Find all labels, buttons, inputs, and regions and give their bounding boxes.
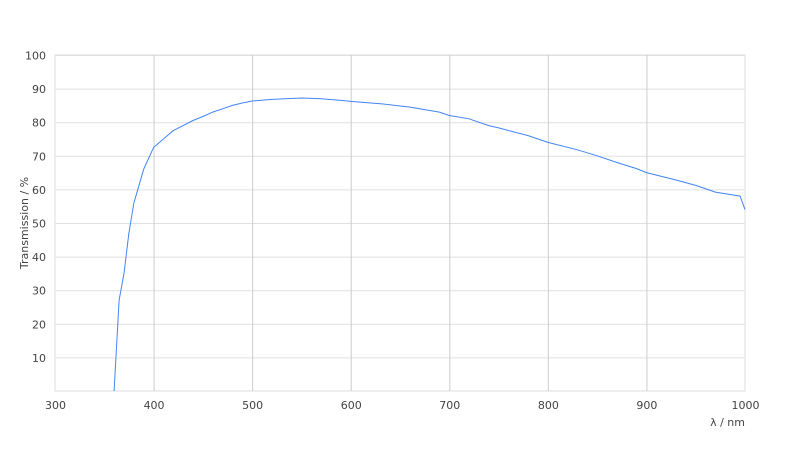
tick-labels: 10 20 30 40 50 60 70 80 90 100 300 400 500 600 700 800 9… bbox=[25, 50, 760, 413]
y-tick-label: 60 bbox=[32, 184, 46, 197]
grid bbox=[54, 54, 746, 392]
y-tick-label: 10 bbox=[32, 352, 46, 365]
x-tick-label: 500 bbox=[242, 399, 263, 412]
x-tick-label: 300 bbox=[45, 399, 66, 412]
x-tick-label: 700 bbox=[439, 399, 460, 412]
y-tick-label: 20 bbox=[32, 318, 46, 331]
y-tick-label: 80 bbox=[32, 117, 46, 130]
y-tick-label: 70 bbox=[32, 150, 46, 163]
x-axis-label: λ / nm bbox=[710, 416, 745, 429]
y-tick-label: 30 bbox=[32, 285, 46, 298]
series-line bbox=[113, 97, 746, 392]
y-tick-label: 90 bbox=[32, 83, 46, 96]
x-tick-label: 800 bbox=[538, 399, 559, 412]
x-tick-label: 1000 bbox=[732, 399, 760, 412]
x-tick-label: 600 bbox=[341, 399, 362, 412]
y-tick-label: 40 bbox=[32, 251, 46, 264]
y-tick-label: 100 bbox=[25, 50, 46, 63]
y-tick-label: 50 bbox=[32, 218, 46, 231]
x-tick-label: 400 bbox=[144, 399, 165, 412]
x-tick-label: 900 bbox=[636, 399, 657, 412]
y-axis-label: Transmission / % bbox=[18, 177, 31, 270]
